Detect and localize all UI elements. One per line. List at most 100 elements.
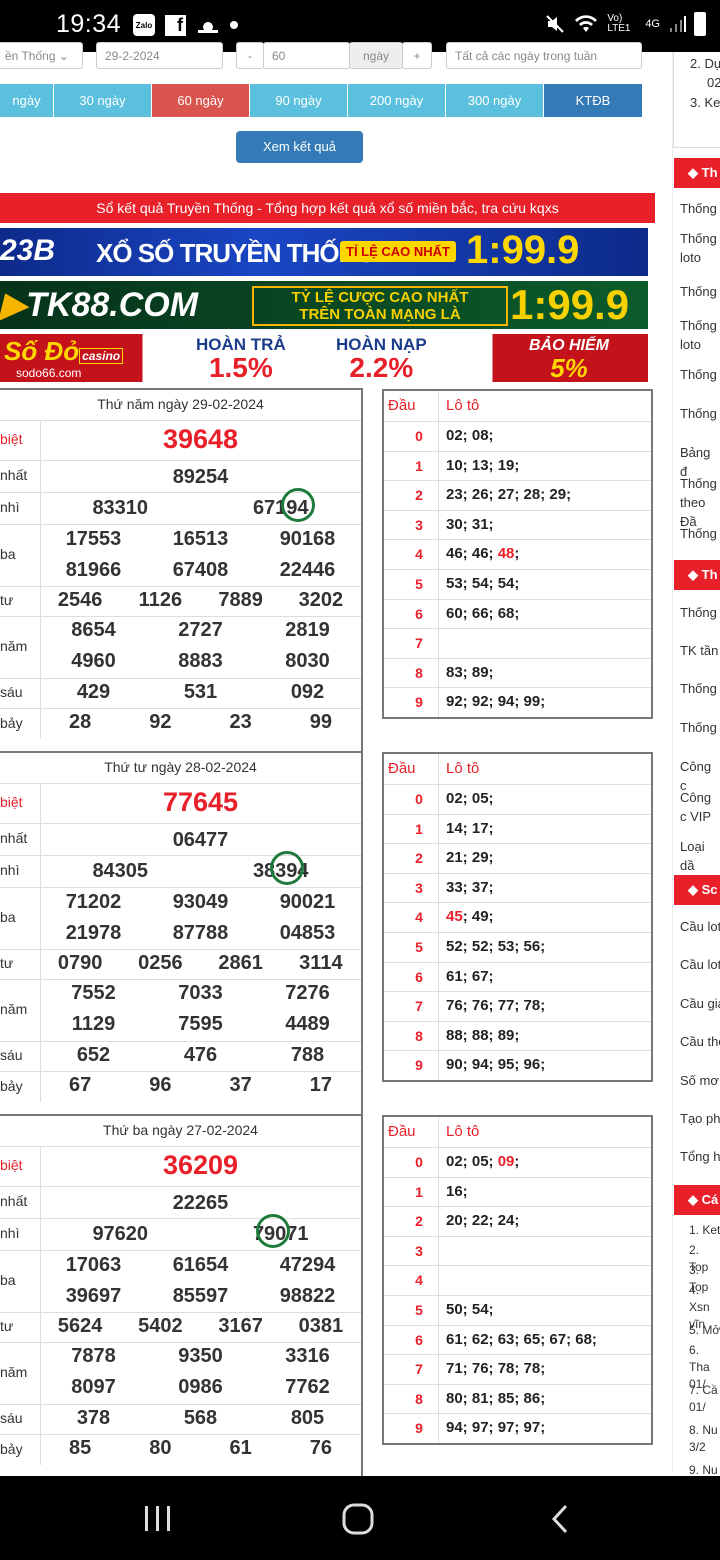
loto-head-digit: 3	[415, 879, 423, 896]
loto-head-digit: 1	[415, 820, 423, 837]
prize-number: 97620	[92, 1223, 149, 1245]
sidebar-list-item[interactable]: 5. Mở	[689, 1323, 720, 1337]
sidebar-link[interactable]: Bảng đ	[680, 445, 711, 479]
sidebar-list-item[interactable]: 6. Tha 01/	[689, 1343, 710, 1391]
prize-number: 8030	[285, 650, 330, 672]
prize-number: 16513	[172, 528, 229, 550]
sidebar-link[interactable]: Thống	[680, 284, 717, 299]
tab-days[interactable]: ngày	[0, 84, 54, 117]
sidebar-list-item[interactable]: 7. Cầ 01/	[689, 1383, 718, 1414]
sidebar-link[interactable]: Công c VIP	[680, 790, 712, 824]
sidebar-list-item[interactable]: 1. Ket	[689, 1223, 720, 1237]
sidebar-link[interactable]: Thống loto	[680, 318, 717, 352]
sidebar-list-item[interactable]: 2. Top	[689, 1243, 709, 1274]
sidebar-link[interactable]: Thống	[680, 367, 717, 382]
prize-number: 8883	[178, 650, 223, 672]
view-results-button[interactable]: Xem kết quả	[236, 131, 363, 163]
sidebar-link[interactable]: Thống theo Đầ	[680, 476, 717, 529]
loto-values: 80; 81; 85; 86;	[446, 1389, 546, 1407]
prize-number: 2819	[285, 619, 330, 641]
tab-30-days[interactable]: 30 ngày	[54, 84, 152, 117]
loto-header: Lô tô	[446, 397, 480, 414]
sidebar-list-item[interactable]: 8. Nu 3/2	[689, 1423, 718, 1454]
loto-head-digit: 6	[415, 605, 423, 622]
sidebar-link[interactable]: Cầu the	[680, 1034, 720, 1049]
count-input[interactable]: 60	[263, 42, 350, 69]
prize-label-g3: ba	[0, 546, 16, 562]
loto-head-digit: 0	[415, 428, 423, 444]
sidebar-link[interactable]: Thống	[680, 681, 717, 696]
prize-number: 81966	[65, 559, 122, 581]
loto-values: 02; 05;	[446, 790, 494, 807]
prize-label-g7: bảy	[0, 1440, 23, 1457]
prize-number: 788	[290, 1044, 325, 1066]
sidebar-link[interactable]: Thống	[680, 406, 717, 421]
sidebar-link[interactable]: Số mơ	[680, 1073, 719, 1088]
loto-header: Lô tô	[446, 760, 480, 777]
sidebar-link[interactable]: TK tần	[680, 643, 719, 658]
loto-table: Đầu Lô tô 0 02; 05; 1 14; 17; 2 21; 29; 3 33; 37;…	[382, 752, 653, 1082]
signal-label: 4G	[645, 18, 660, 30]
prize-label-g6: sáu	[0, 1047, 23, 1063]
sidebar-link[interactable]: Thống	[680, 201, 717, 216]
loto-table: Đầu Lô tô 0 02; 05; 09; 1 16; 2 20; 22; 24; 3 4 5 5…	[382, 1115, 653, 1445]
prize-number: 17063	[65, 1254, 122, 1276]
sidebar-link[interactable]: Tạo ph	[680, 1111, 720, 1126]
tab-90-days[interactable]: 90 ngày	[250, 84, 348, 117]
prize-number: 67	[69, 1074, 92, 1096]
sidebar-top-item[interactable]: 2. Dự	[690, 56, 720, 71]
sidebar-link[interactable]: Cầu gia	[680, 996, 720, 1011]
prize-number: 93049	[172, 891, 229, 913]
weekday-select[interactable]: Tất cả các ngày trong tuần	[446, 42, 642, 69]
banner-sodo[interactable]: Số Đỏ casino sodo66.com HOÀN TRẢ 1.5% HOÀN…	[0, 334, 648, 382]
sidebar-link[interactable]: Thống	[680, 526, 717, 541]
network-label: Vo) LTE1	[607, 13, 631, 34]
tab-200-days[interactable]: 200 ngày	[348, 84, 446, 117]
loto-head-digit: 8	[415, 1390, 423, 1407]
banner-23b[interactable]: 23B XỔ SỐ TRUYỀN THỐNG TỈ LỆ CAO NHẤT 1:…	[0, 228, 648, 276]
loto-head-digit: 9	[415, 1057, 423, 1074]
back-icon[interactable]	[548, 1503, 572, 1535]
prize-number: 39697	[65, 1285, 122, 1307]
minus-button[interactable]: -	[236, 42, 264, 69]
loto-head-digit: 7	[415, 998, 423, 1015]
banner-tk88[interactable]: ▶TK88.COM TỶ LỆ CƯỢC CAO NHẤT TRÊN TOÀN M…	[0, 281, 648, 329]
prize-number: 092	[290, 681, 325, 703]
prize-number: 7595	[178, 1013, 223, 1035]
loto-head-digit: 0	[415, 791, 423, 807]
tab-ktdb[interactable]: KTĐB	[544, 84, 643, 117]
home-icon[interactable]	[341, 1502, 375, 1536]
result-table: Thứ ba ngày 27-02-2024 biệt nhất nhì ba tư năm…	[0, 1114, 363, 1495]
sidebar-link[interactable]: Loại dầ	[680, 839, 705, 873]
prize-label-g2: nhì	[0, 862, 20, 878]
sidebar-link[interactable]: Công c	[680, 759, 712, 793]
tab-60-days[interactable]: 60 ngày	[152, 84, 250, 117]
sidebar-list-item[interactable]: 3. Top	[689, 1263, 709, 1294]
prize-label-g5: năm	[0, 1001, 28, 1017]
tab-300-days[interactable]: 300 ngày	[446, 84, 544, 117]
sidebar-link[interactable]: Thống loto	[680, 231, 717, 265]
loto-head-digit: 2	[415, 850, 423, 867]
sidebar-section-header: ◆ Th	[674, 158, 720, 188]
sidebar-link[interactable]: Thống	[680, 605, 717, 620]
sidebar-link[interactable]: Cầu lot	[680, 919, 720, 934]
sidebar-list-item[interactable]: 9. Nu	[689, 1463, 718, 1477]
sidebar-top-item[interactable]: 3. Ke	[690, 95, 720, 110]
sidebar-link[interactable]: Cầu lot	[680, 957, 720, 972]
loto-head-digit: 1	[415, 457, 423, 474]
province-select[interactable]: ền Thống ⌄	[0, 42, 83, 69]
loto-table: Đầu Lô tô 0 02; 08; 1 10; 13; 19; 2 23; 26; 27;…	[382, 389, 653, 719]
sidebar-link[interactable]: Thống	[680, 720, 717, 735]
recent-apps-icon[interactable]	[143, 1503, 173, 1533]
prize-number: 0256	[138, 952, 183, 974]
prize-number: 04853	[279, 922, 336, 944]
date-input[interactable]: 29-2-2024	[96, 42, 223, 69]
prize-number: 5624	[57, 1315, 103, 1337]
prize-number: 96	[149, 1074, 172, 1096]
zalo-icon: Zalo	[133, 14, 155, 36]
prize-label-g6: sáu	[0, 684, 23, 700]
sidebar-section-header: ◆ Cá	[674, 1185, 720, 1215]
sidebar-link[interactable]: Tổng h	[680, 1149, 720, 1164]
plus-button[interactable]: +	[402, 42, 432, 69]
sidebar-list-item[interactable]: 4. Xsn vĩn	[689, 1283, 710, 1331]
